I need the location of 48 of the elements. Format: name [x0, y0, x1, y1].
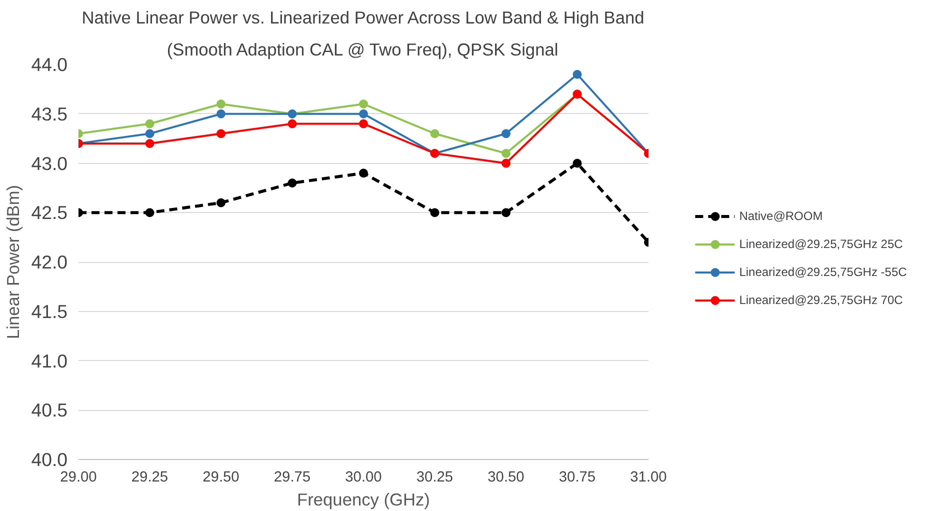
point [145, 139, 154, 148]
y-tick-label: 42.5 [31, 202, 68, 224]
y-tick-label: 42.0 [31, 252, 68, 272]
y-tick-label: 43.0 [31, 152, 68, 174]
point [572, 158, 582, 168]
point [502, 208, 510, 218]
point [145, 208, 154, 218]
legend-label: Linearized@29.25,75GHz 25C [739, 237, 903, 251]
x-tick-label: 29.25 [131, 470, 168, 486]
point [145, 119, 154, 128]
point [216, 100, 226, 108]
x-axis-title: Frequency (GHz) [297, 490, 430, 510]
point [502, 148, 510, 158]
y-tick-label: 43.5 [31, 103, 68, 124]
point [430, 129, 440, 138]
point [145, 129, 154, 138]
point [359, 168, 368, 178]
x-tick-label: 30.00 [345, 470, 382, 486]
point [288, 178, 297, 188]
legend-label: Native@ROOM [739, 209, 823, 223]
x-tick-label: 29.50 [202, 470, 240, 486]
point [288, 119, 297, 128]
y-tick-label: 40.5 [31, 400, 68, 421]
x-tick-label: 30.75 [558, 470, 596, 486]
y-tick-label: 41.5 [31, 300, 68, 322]
point [572, 70, 582, 79]
legend-label: Linearized@29.25,75GHz -55C [739, 265, 907, 279]
point [359, 109, 368, 118]
y-tick-label: 41.0 [31, 350, 68, 372]
x-tick-label: 30.50 [488, 470, 524, 486]
y-tick-label: 44.0 [31, 54, 68, 75]
point [502, 129, 510, 138]
x-tick-label: 31.00 [630, 470, 667, 486]
chart-title: Native Linear Power vs. Linearized Power Across Low Band & High Band [82, 8, 644, 28]
point [216, 129, 226, 138]
x-tick-label: 30.25 [416, 470, 454, 486]
x-tick-label: 29.00 [60, 470, 97, 486]
point [359, 100, 368, 108]
x-tick-label: 29.75 [274, 470, 311, 486]
chart-subtitle: (Smooth Adaption CAL @ Two Freq), QPSK Signal [166, 40, 558, 60]
point [359, 119, 368, 128]
point [216, 198, 226, 208]
point [430, 208, 440, 218]
point [216, 109, 226, 118]
point [502, 158, 510, 168]
y-axis-title: Linear Power (dBm) [3, 184, 24, 340]
legend-label: Linearized@29.25,75GHz 70C [739, 293, 903, 307]
y-tick-label: 40.0 [31, 449, 68, 470]
